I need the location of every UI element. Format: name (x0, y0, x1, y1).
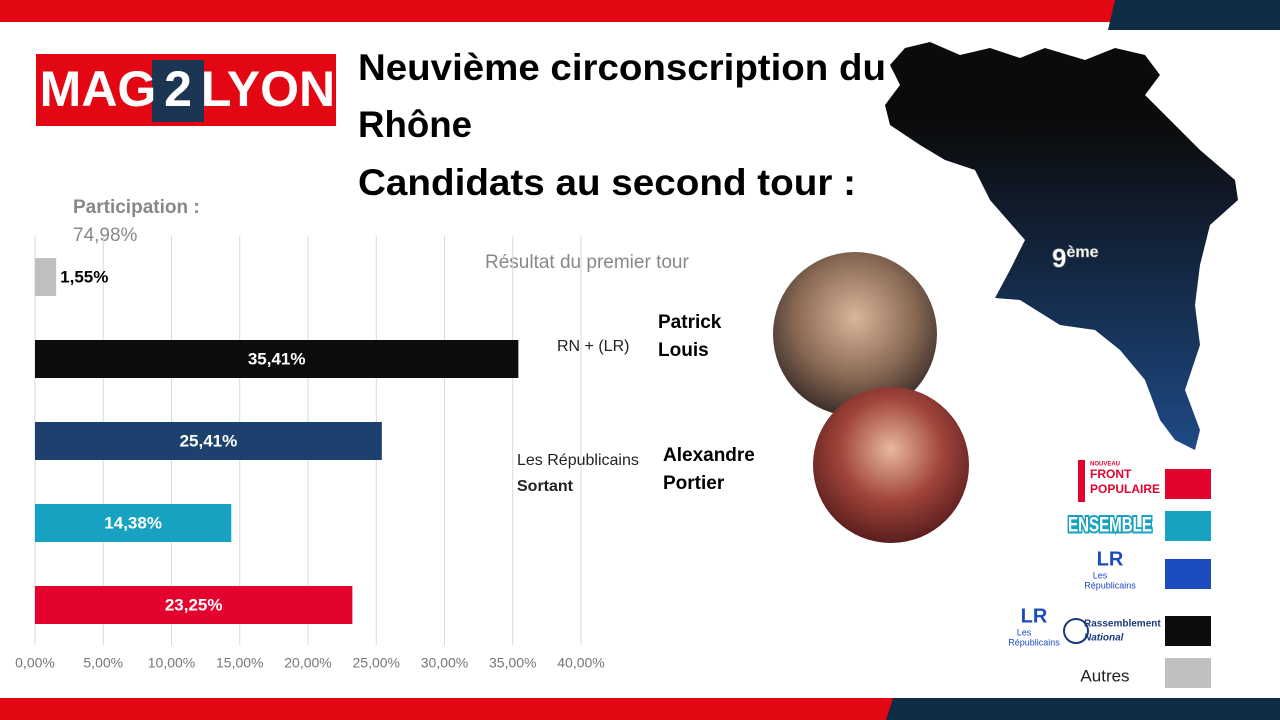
annotations: Patrick Louis RN + (LR) Alexandre Portier Les… (517, 312, 1211, 688)
x-tick-label: 30,00% (421, 655, 468, 671)
logo-bar (1078, 460, 1085, 502)
candidate-name: Patrick (658, 312, 722, 333)
title: Neuvième circonscription du (358, 47, 886, 88)
map-label: 9ème (1052, 243, 1099, 273)
legend-swatch (1165, 469, 1211, 499)
legend-logo: National (1084, 633, 1124, 644)
x-tick-label: 0,00% (15, 655, 55, 671)
candidate-photo (813, 387, 969, 543)
x-tick-label: 10,00% (148, 655, 195, 671)
legend-logo: Républicains (1084, 580, 1136, 590)
bar (35, 340, 519, 378)
legend-logo: POPULAIRE (1090, 482, 1160, 496)
legend-swatch (1165, 511, 1211, 541)
bar-chart: 0,00% 5,00% 10,00% 15,00% 20,00% 25,00% 30,00%… (15, 236, 605, 671)
legend-logo: Républicains (1008, 637, 1060, 647)
logo-text: LYON (201, 61, 335, 117)
candidate-party: Les Républicains (517, 452, 639, 469)
bottom-band-dark (886, 698, 1280, 720)
x-tick-label: 15,00% (216, 655, 263, 671)
value-label: 25,41% (180, 431, 238, 450)
x-tick-label: 20,00% (284, 655, 331, 671)
value-label: 1,55% (60, 267, 108, 286)
legend-logo: Rassemblement (1084, 619, 1161, 630)
x-tick-label: 5,00% (83, 655, 123, 671)
candidate-name: Portier (663, 473, 725, 494)
x-tick-label: 35,00% (489, 655, 536, 671)
logo-mid-box (152, 60, 204, 122)
top-band (0, 0, 1280, 22)
legend-logo: LR (1021, 605, 1048, 627)
candidate-name: Louis (658, 340, 709, 361)
map-suffix: ème (1066, 244, 1098, 261)
legend-logo: ENSEMBLE (1068, 514, 1152, 537)
legend-logo: NOUVEAU (1090, 462, 1120, 468)
participation-value: 74,98% (73, 225, 138, 246)
chart-subtitle: Résultat du premier tour (485, 252, 689, 273)
value-label: 35,41% (248, 349, 306, 368)
candidate-party: Sortant (517, 478, 574, 495)
map-number: 9 (1052, 243, 1066, 273)
legend-logo: Les (1093, 570, 1108, 580)
participation-label: Participation : (73, 197, 200, 218)
legend-logo: Les (1017, 627, 1032, 637)
bar (35, 422, 382, 460)
bar (35, 504, 232, 542)
value-label: 14,38% (104, 513, 162, 532)
bar (35, 586, 353, 624)
map-shape (885, 42, 1238, 450)
candidate-name: Alexandre (663, 445, 755, 466)
logo-text: 2 (164, 61, 192, 117)
legend-logo: LR (1097, 548, 1124, 570)
x-tick-label: 40,00% (557, 655, 604, 671)
logo-text: MAG (40, 61, 157, 117)
legend-swatch (1165, 559, 1211, 589)
candidate-photo (773, 252, 937, 416)
legend-swatch (1165, 616, 1211, 646)
bar (35, 258, 57, 296)
logo-flame (1063, 618, 1089, 644)
title: Rhône (358, 104, 472, 145)
candidate-party: RN + (LR) (557, 338, 629, 355)
top-band-dark (1108, 0, 1280, 30)
value-label: 23,25% (165, 595, 223, 614)
legend-logo: FRONT (1090, 467, 1132, 481)
legend-label: Autres (1080, 666, 1129, 685)
title: Candidats au second tour : (358, 162, 856, 203)
x-tick-label: 25,00% (353, 655, 400, 671)
legend-swatch (1165, 658, 1211, 688)
